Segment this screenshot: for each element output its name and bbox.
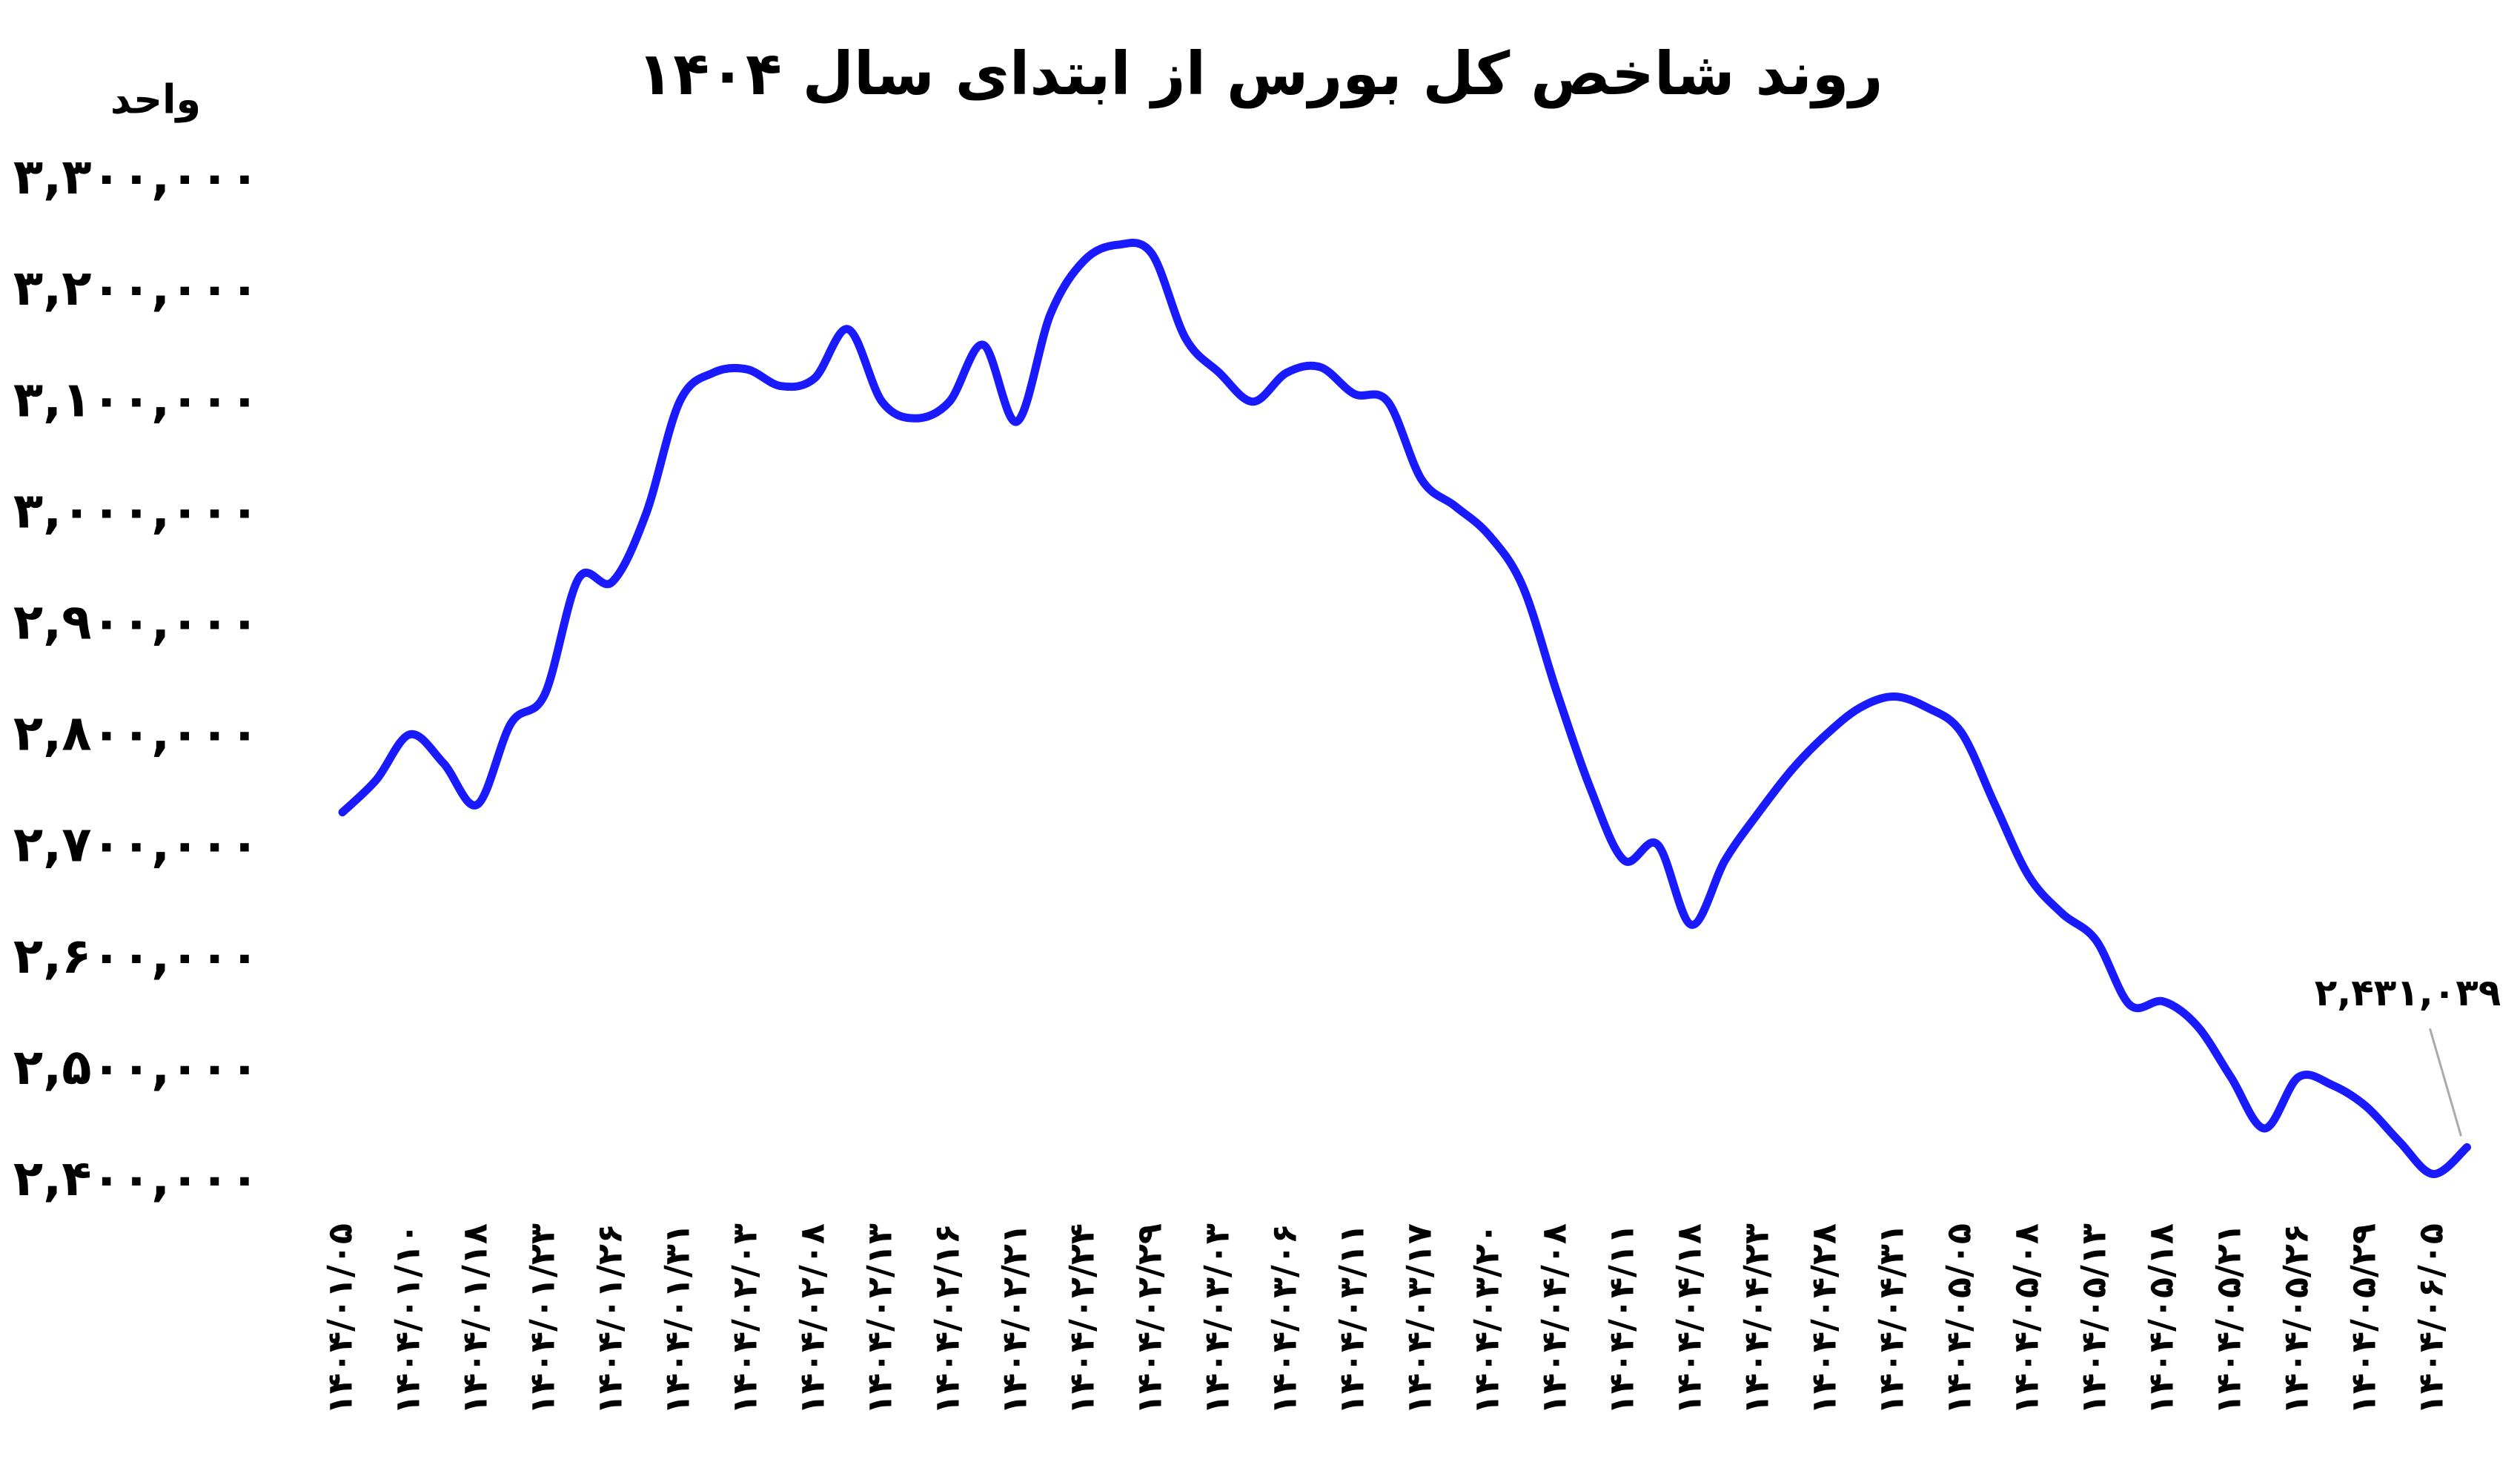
x-tick-label: ۱۴۰۴/۰۱/۱۸ xyxy=(455,1223,495,1415)
x-tick-label: ۱۴۰۴/۰۲/۲۹ xyxy=(1130,1223,1170,1415)
x-tick-label: ۱۴۰۴/۰۴/۰۸ xyxy=(1534,1223,1574,1415)
x-tick-label: ۱۴۰۴/۰۵/۱۸ xyxy=(2141,1223,2181,1415)
x-tick-label: ۱۴۰۴/۰۴/۱۸ xyxy=(1669,1223,1709,1415)
x-tick-label: ۱۴۰۴/۰۳/۰۶ xyxy=(1264,1223,1304,1415)
x-tick-label: ۱۴۰۴/۰۲/۱۳ xyxy=(860,1223,900,1415)
x-tick-label: ۱۴۰۴/۰۲/۰۳ xyxy=(725,1223,765,1415)
x-tick-label: ۱۴۰۴/۰۵/۰۵ xyxy=(1939,1223,1979,1415)
x-tick-label: ۱۴۰۴/۰۳/۰۳ xyxy=(1197,1223,1237,1415)
x-tick-label: ۱۴۰۴/۰۵/۱۳ xyxy=(2074,1223,2114,1415)
y-tick-label: ۲,۶۰۰,۰۰۰ xyxy=(13,928,259,985)
y-tick-label: ۲,۹۰۰,۰۰۰ xyxy=(13,594,259,651)
x-tick-label: ۱۴۰۴/۰۱/۲۶ xyxy=(590,1223,630,1415)
x-tick-label: ۱۴۰۴/۰۴/۲۳ xyxy=(1737,1223,1777,1415)
x-tick-label: ۱۴۰۴/۰۴/۳۱ xyxy=(1871,1223,1911,1415)
x-tick-label: ۱۴۰۴/۰۲/۲۱ xyxy=(995,1223,1035,1415)
y-tick-label: ۳,۰۰۰,۰۰۰ xyxy=(13,482,259,539)
y-tick-label: ۳,۳۰۰,۰۰۰ xyxy=(13,148,259,205)
x-tick-label: ۱۴۰۴/۰۲/۰۸ xyxy=(792,1223,832,1415)
y-tick-label: ۲,۷۰۰,۰۰۰ xyxy=(13,816,259,873)
y-tick-label: ۲,۵۰۰,۰۰۰ xyxy=(13,1039,259,1096)
y-axis-unit: واحد xyxy=(110,76,201,123)
x-tick-label: ۱۴۰۴/۰۱/۲۳ xyxy=(523,1223,563,1415)
x-tick-label: ۱۴۰۴/۰۶/۰۵ xyxy=(2411,1223,2451,1415)
x-tick-label: ۱۴۰۴/۰۲/۲۴ xyxy=(1062,1223,1102,1415)
label-leader xyxy=(2429,1028,2462,1137)
x-tick-label: ۱۴۰۴/۰۱/۳۱ xyxy=(657,1223,697,1415)
x-tick-label: ۱۴۰۴/۰۴/۲۸ xyxy=(1804,1223,1844,1415)
x-tick-label: ۱۴۰۴/۰۴/۱۱ xyxy=(1602,1223,1642,1415)
chart-title: روند شاخص کل بورس از ابتدای سال ۱۴۰۴ xyxy=(637,39,1883,109)
x-tick-label: ۱۴۰۴/۰۳/۱۱ xyxy=(1332,1223,1372,1415)
x-tick-label: ۱۴۰۴/۰۱/۰۵ xyxy=(320,1223,360,1415)
value-label: ۲,۴۳۱,۰۳۹ xyxy=(2315,971,2501,1014)
x-tick-label: ۱۴۰۴/۰۲/۱۶ xyxy=(927,1223,967,1415)
x-tick-label: ۱۴۰۴/۰۳/۲۰ xyxy=(1467,1223,1507,1415)
x-tick-label: ۱۴۰۴/۰۱/۱۰ xyxy=(388,1223,428,1415)
y-tick-label: ۲,۸۰۰,۰۰۰ xyxy=(13,705,259,762)
x-tick-label: ۱۴۰۴/۰۵/۲۹ xyxy=(2344,1223,2384,1415)
x-tick-label: ۱۴۰۴/۰۳/۱۷ xyxy=(1399,1223,1439,1415)
x-tick-label: ۱۴۰۴/۰۵/۲۱ xyxy=(2209,1223,2249,1415)
y-tick-label: ۳,۲۰۰,۰۰۰ xyxy=(13,259,259,317)
x-tick-label: ۱۴۰۴/۰۵/۲۶ xyxy=(2276,1223,2316,1415)
line-series xyxy=(338,239,2471,1178)
y-tick-label: ۲,۴۰۰,۰۰۰ xyxy=(13,1150,259,1207)
x-tick-label: ۱۴۰۴/۰۵/۰۸ xyxy=(2006,1223,2046,1415)
y-tick-label: ۳,۱۰۰,۰۰۰ xyxy=(13,371,259,428)
